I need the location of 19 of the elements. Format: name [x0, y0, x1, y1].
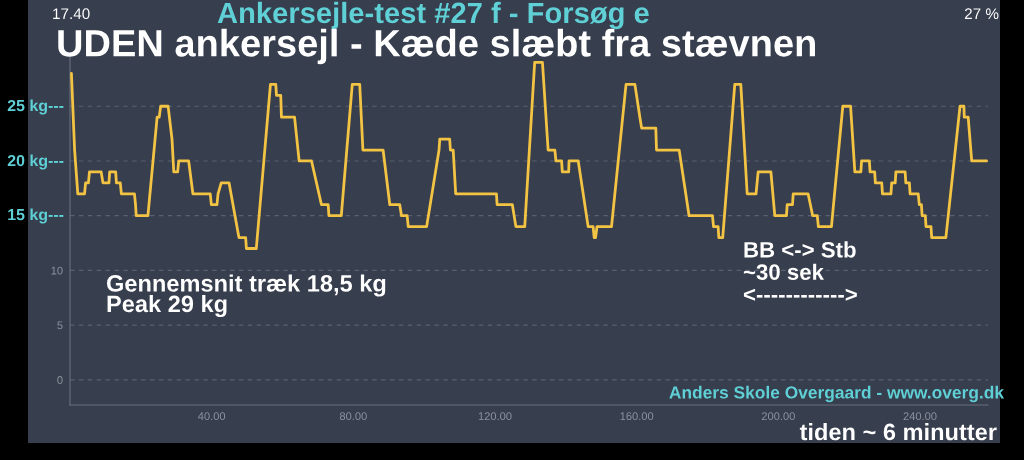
x-tick-label: 120.00 — [478, 412, 512, 421]
text: 20 kg--- — [7, 154, 64, 170]
y-tick-label: 10 — [51, 266, 63, 275]
x-axis-title: tiden ~ 6 minutter — [799, 423, 997, 441]
text: 17.40 — [53, 8, 90, 20]
text: 27 % — [964, 8, 999, 20]
chart-subtitle: UDEN ankersejl - Kæde slæbt fra stævnen — [58, 28, 815, 65]
x-tick-label: 240.00 — [903, 412, 937, 421]
y-tick-label: 5 — [57, 321, 63, 330]
x-tick-label: 160.00 — [620, 412, 654, 421]
y-tick-label: 0 — [57, 376, 63, 384]
x-tick-label: 80.00 — [339, 412, 367, 421]
x-tick-label: 40.00 — [198, 412, 226, 421]
annotation: BB <-> Stb ~30 sek <------------> — [743, 241, 857, 301]
annotation: Anders Skole Overgaard - www.overg.dk — [669, 385, 1005, 403]
annotation: Peak 29 kg — [107, 294, 227, 318]
x-tick-label: 200.00 — [761, 412, 795, 421]
text: 25 kg--- — [7, 99, 64, 115]
text: 15 kg--- — [8, 208, 64, 224]
